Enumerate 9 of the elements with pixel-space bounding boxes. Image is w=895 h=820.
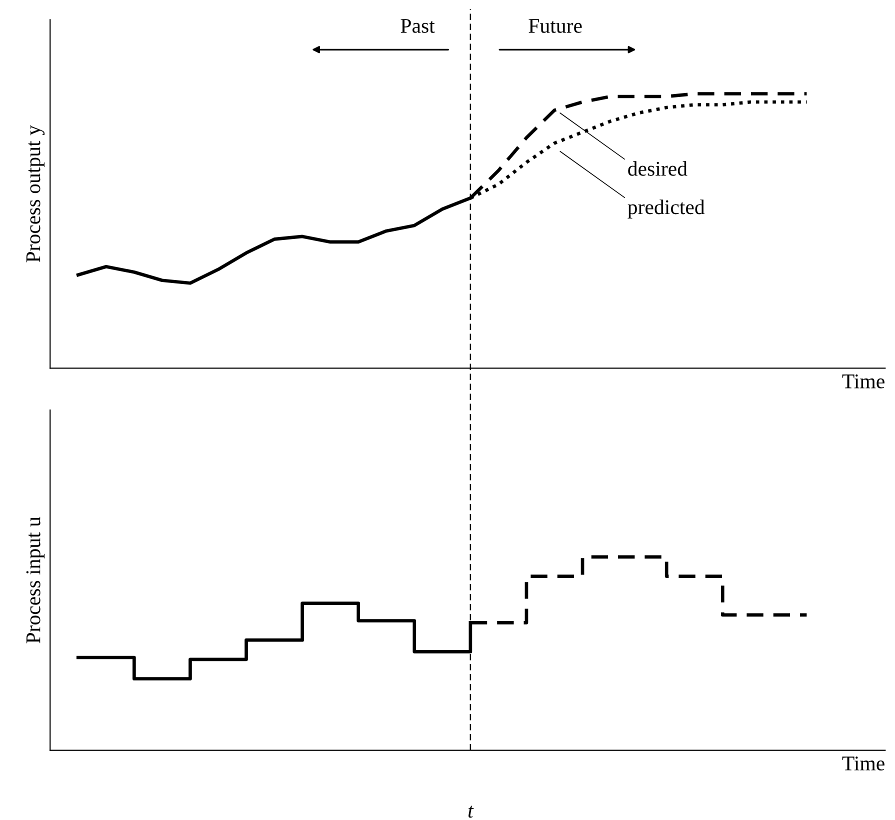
text: t: [468, 806, 474, 818]
y-axis-title: Process output y: [26, 125, 45, 262]
y-axis-title: Process input u: [26, 516, 45, 644]
text: Future: [528, 19, 582, 33]
x-axis-title: Time: [842, 756, 884, 771]
annotation: desired: [628, 161, 688, 176]
annotation: predicted: [628, 200, 705, 218]
x-axis-title: Time: [842, 374, 884, 388]
text: Past: [400, 19, 435, 33]
